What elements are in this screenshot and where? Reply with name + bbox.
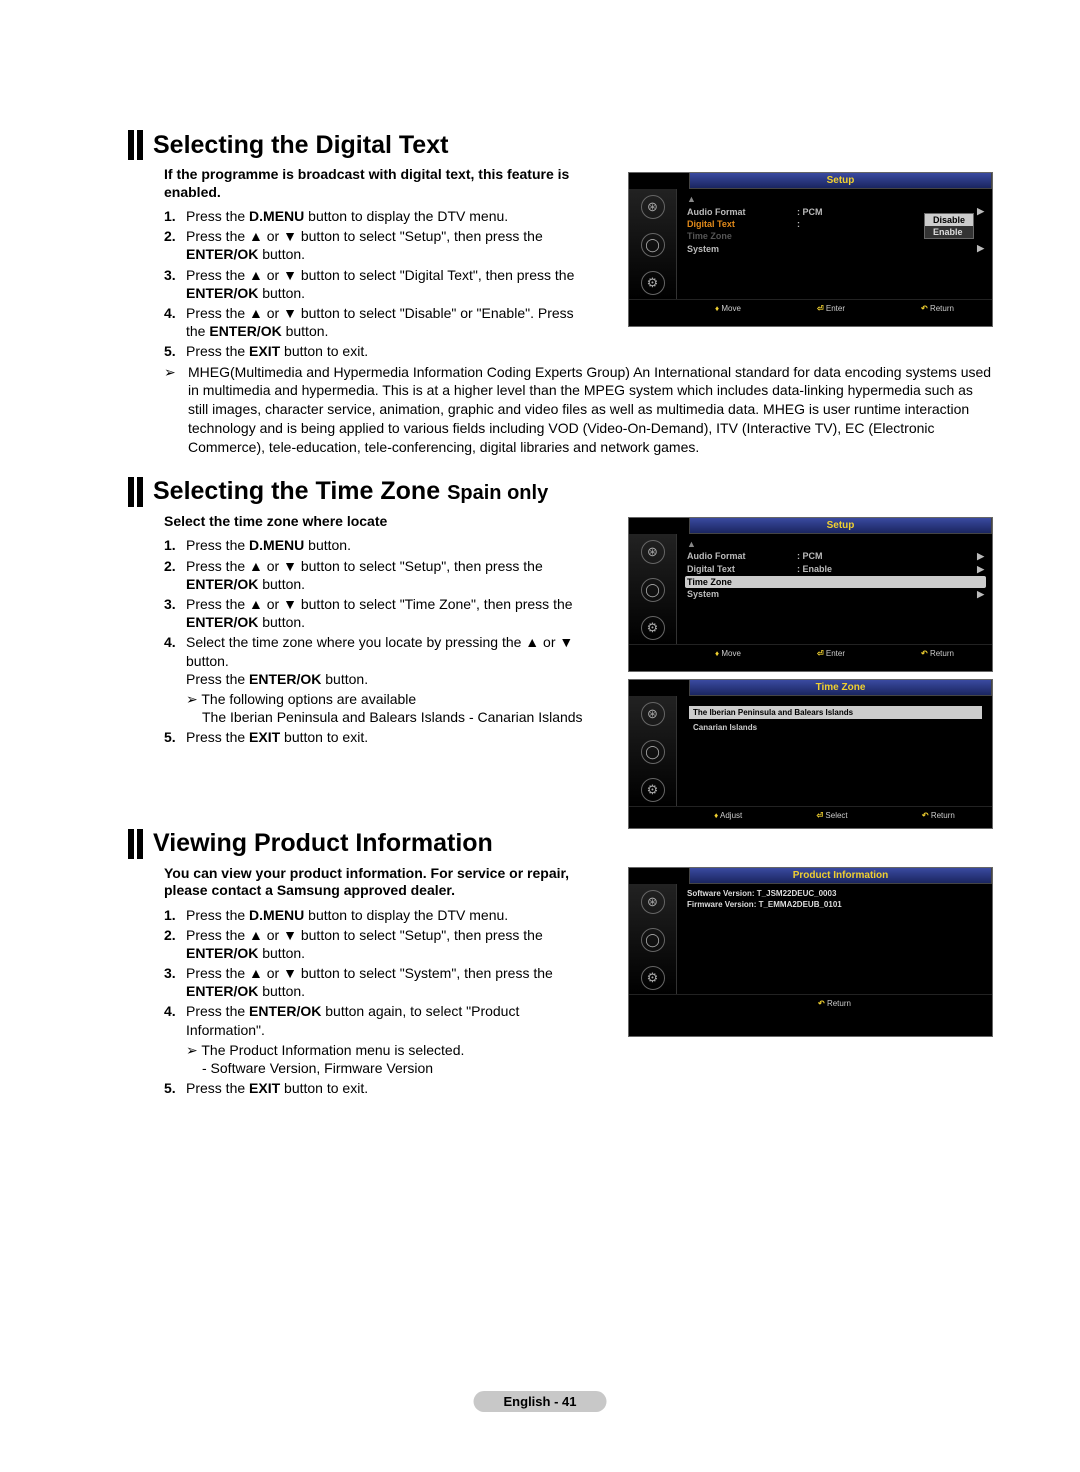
osd-footer: ♦ Adjust ⏎ Select ↶ Return: [629, 806, 992, 823]
info-line: Software Version: T_JSM22DEUC_0003: [685, 888, 986, 899]
osd-footer-item: ⏎ Enter: [817, 304, 845, 313]
osd-sidebar: ⊛ ◯ ⚙: [629, 189, 677, 299]
section-time-zone: Selecting the Time Zone Spain only Selec…: [128, 477, 968, 747]
osd-footer-item: ↶ Return: [818, 999, 851, 1008]
channel-icon: ◯: [641, 233, 665, 257]
setup-icon: ⚙: [641, 966, 665, 990]
sub-note: ➢ The following options are availableThe…: [164, 690, 594, 726]
osd-rows: The Iberian Peninsula and Balears Island…: [677, 696, 992, 806]
osd-footer-item: ↶ Return: [921, 304, 954, 313]
osd-sidebar: ⊛ ◯ ⚙: [629, 884, 677, 994]
sub-note: ➢ The Product Information menu is select…: [164, 1041, 594, 1077]
guide-icon: ⊛: [641, 540, 665, 564]
header-bars-icon: [128, 829, 143, 859]
section-intro: Select the time zone where locate: [164, 513, 594, 531]
osd-rows: Software Version: T_JSM22DEUC_0003Firmwa…: [677, 884, 992, 994]
dropdown-popup: DisableEnable: [924, 213, 974, 239]
section-header: Viewing Product Information: [128, 829, 968, 859]
section-title: Selecting the Time Zone Spain only: [153, 477, 548, 506]
osd-row: Audio Format: PCM▶: [685, 550, 986, 563]
channel-icon: ◯: [641, 740, 665, 764]
osd-footer: ♦ Move ⏎ Enter ↶ Return: [629, 644, 992, 661]
dropdown-option: Enable: [925, 226, 973, 238]
osd-setup-digital-text: Setup ⊛ ◯ ⚙ ▲Audio Format: PCM▶Digital T…: [628, 172, 993, 327]
step-item: 4.Select the time zone where you locate …: [164, 633, 594, 688]
osd-footer-item: ↶ Return: [921, 649, 954, 658]
page-number: English - 41: [474, 1391, 607, 1412]
guide-icon: ⊛: [641, 195, 665, 219]
osd-title: Product Information: [689, 868, 992, 884]
step-item: 1.Press the D.MENU button.: [164, 536, 594, 554]
note-row: ➢ MHEG(Multimedia and Hypermedia Informa…: [164, 363, 994, 457]
step-item: 4.Press the ENTER/OK button again, to se…: [164, 1002, 594, 1038]
osd-row: System▶: [685, 588, 986, 601]
step-list: 1.Press the D.MENU button to display the…: [164, 906, 594, 1098]
osd-row: ▲: [685, 193, 986, 205]
timezone-option: Canarian Islands: [689, 721, 982, 734]
osd-footer-item: ♦ Move: [715, 304, 741, 313]
channel-icon: ◯: [641, 928, 665, 952]
setup-icon: ⚙: [641, 616, 665, 640]
osd-footer-item: ⏎ Select: [816, 811, 847, 820]
osd-row: System▶: [685, 242, 986, 255]
step-item: 5.Press the EXIT button to exit.: [164, 728, 594, 746]
title-subtitle: Spain only: [447, 482, 548, 504]
osd-timezone-list: Time Zone ⊛ ◯ ⚙ The Iberian Peninsula an…: [628, 679, 993, 829]
timezone-option: The Iberian Peninsula and Balears Island…: [689, 706, 982, 719]
osd-footer-item: ♦ Move: [715, 649, 741, 658]
guide-icon: ⊛: [641, 702, 665, 726]
step-item: 4.Press the ▲ or ▼ button to select "Dis…: [164, 304, 594, 340]
step-list: 1.Press the D.MENU button to display the…: [164, 207, 594, 361]
section-header: Selecting the Time Zone Spain only: [128, 477, 968, 507]
info-line: Firmware Version: T_EMMA2DEUB_0101: [685, 899, 986, 910]
dropdown-option: Disable: [925, 214, 973, 226]
section-title: Viewing Product Information: [153, 829, 493, 858]
header-bars-icon: [128, 130, 143, 160]
step-item: 2.Press the ▲ or ▼ button to select "Set…: [164, 557, 594, 593]
osd-product-info: Product Information ⊛ ◯ ⚙ Software Versi…: [628, 867, 993, 1037]
osd-footer: ↶ Return: [629, 994, 992, 1011]
osd-row: ▲: [685, 538, 986, 550]
osd-footer-item: ⏎ Enter: [817, 649, 845, 658]
step-item: 3.Press the ▲ or ▼ button to select "Tim…: [164, 595, 594, 631]
section-intro: If the programme is broadcast with digit…: [164, 166, 594, 201]
section-digital-text: Selecting the Digital Text If the progra…: [128, 130, 968, 457]
note-icon: ➢: [164, 363, 188, 457]
section-title: Selecting the Digital Text: [153, 131, 448, 160]
channel-icon: ◯: [641, 578, 665, 602]
setup-icon: ⚙: [641, 778, 665, 802]
section-product-info: Viewing Product Information You can view…: [128, 829, 968, 1098]
step-item: 3.Press the ▲ or ▼ button to select "Dig…: [164, 266, 594, 302]
step-item: 5.Press the EXIT button to exit.: [164, 1079, 594, 1097]
guide-icon: ⊛: [641, 890, 665, 914]
osd-sidebar: ⊛ ◯ ⚙: [629, 696, 677, 806]
step-item: 5.Press the EXIT button to exit.: [164, 342, 594, 360]
osd-rows: ▲Audio Format: PCM▶Digital Text:Time Zon…: [677, 189, 992, 299]
header-bars-icon: [128, 477, 143, 507]
osd-row: Digital Text: Enable▶: [685, 563, 986, 576]
osd-setup-timezone: Setup ⊛ ◯ ⚙ ▲Audio Format: PCM▶Digital T…: [628, 517, 993, 672]
osd-footer: ♦ Move ⏎ Enter ↶ Return: [629, 299, 992, 316]
osd-title: Setup: [689, 173, 992, 189]
osd-footer-item: ↶ Return: [922, 811, 955, 820]
section-intro: You can view your product information. F…: [164, 865, 594, 900]
step-item: 1.Press the D.MENU button to display the…: [164, 906, 594, 924]
osd-row: Time Zone: [685, 576, 986, 588]
osd-title: Setup: [689, 518, 992, 534]
step-item: 1.Press the D.MENU button to display the…: [164, 207, 594, 225]
step-item: 3.Press the ▲ or ▼ button to select "Sys…: [164, 964, 594, 1000]
setup-icon: ⚙: [641, 271, 665, 295]
osd-title: Time Zone: [689, 680, 992, 696]
title-main: Selecting the Time Zone: [153, 477, 440, 505]
step-item: 2.Press the ▲ or ▼ button to select "Set…: [164, 926, 594, 962]
osd-rows: ▲Audio Format: PCM▶Digital Text: Enable▶…: [677, 534, 992, 644]
section-header: Selecting the Digital Text: [128, 130, 968, 160]
osd-footer-item: ♦ Adjust: [714, 811, 742, 820]
note-text: MHEG(Multimedia and Hypermedia Informati…: [188, 363, 994, 457]
step-list: 1.Press the D.MENU button. 2.Press the ▲ …: [164, 536, 594, 746]
step-item: 2.Press the ▲ or ▼ button to select "Set…: [164, 227, 594, 263]
osd-sidebar: ⊛ ◯ ⚙: [629, 534, 677, 644]
